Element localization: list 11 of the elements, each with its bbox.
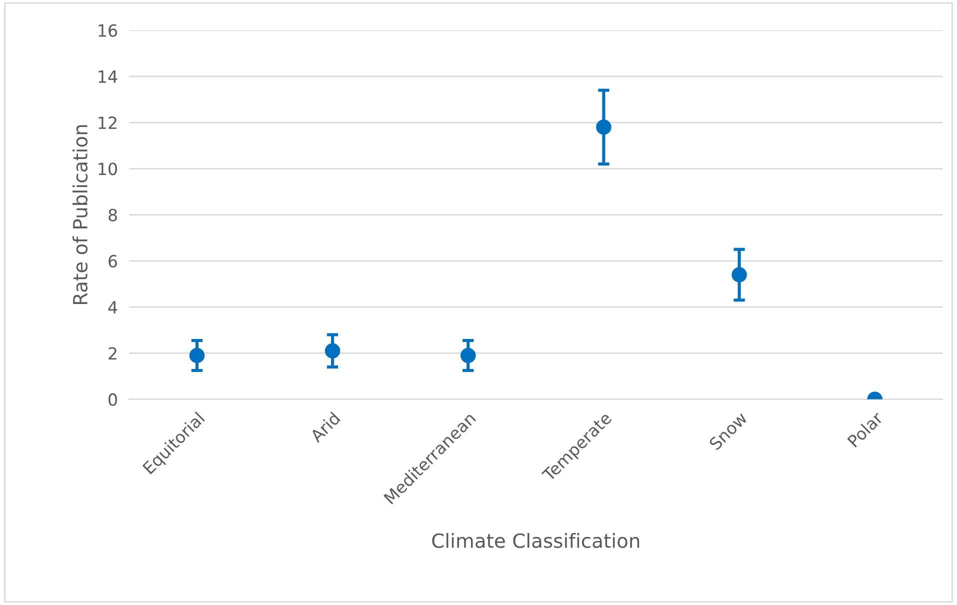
y-tick-label: 16 (98, 24, 118, 37)
y-tick-label: 8 (108, 208, 117, 222)
y-tick-label: 10 (98, 162, 117, 176)
y-tick-label: 2 (108, 347, 116, 360)
y-tick-label: 4 (108, 301, 118, 314)
y-tick-label: 6 (108, 254, 118, 268)
y-tick-label: 14 (98, 70, 118, 83)
y-tick-label: 12 (98, 116, 116, 129)
y-axis-title: Rate of Publication (72, 125, 88, 304)
y-tick-label: 0 (108, 393, 117, 406)
x-axis-title: Climate Classification (432, 532, 640, 548)
